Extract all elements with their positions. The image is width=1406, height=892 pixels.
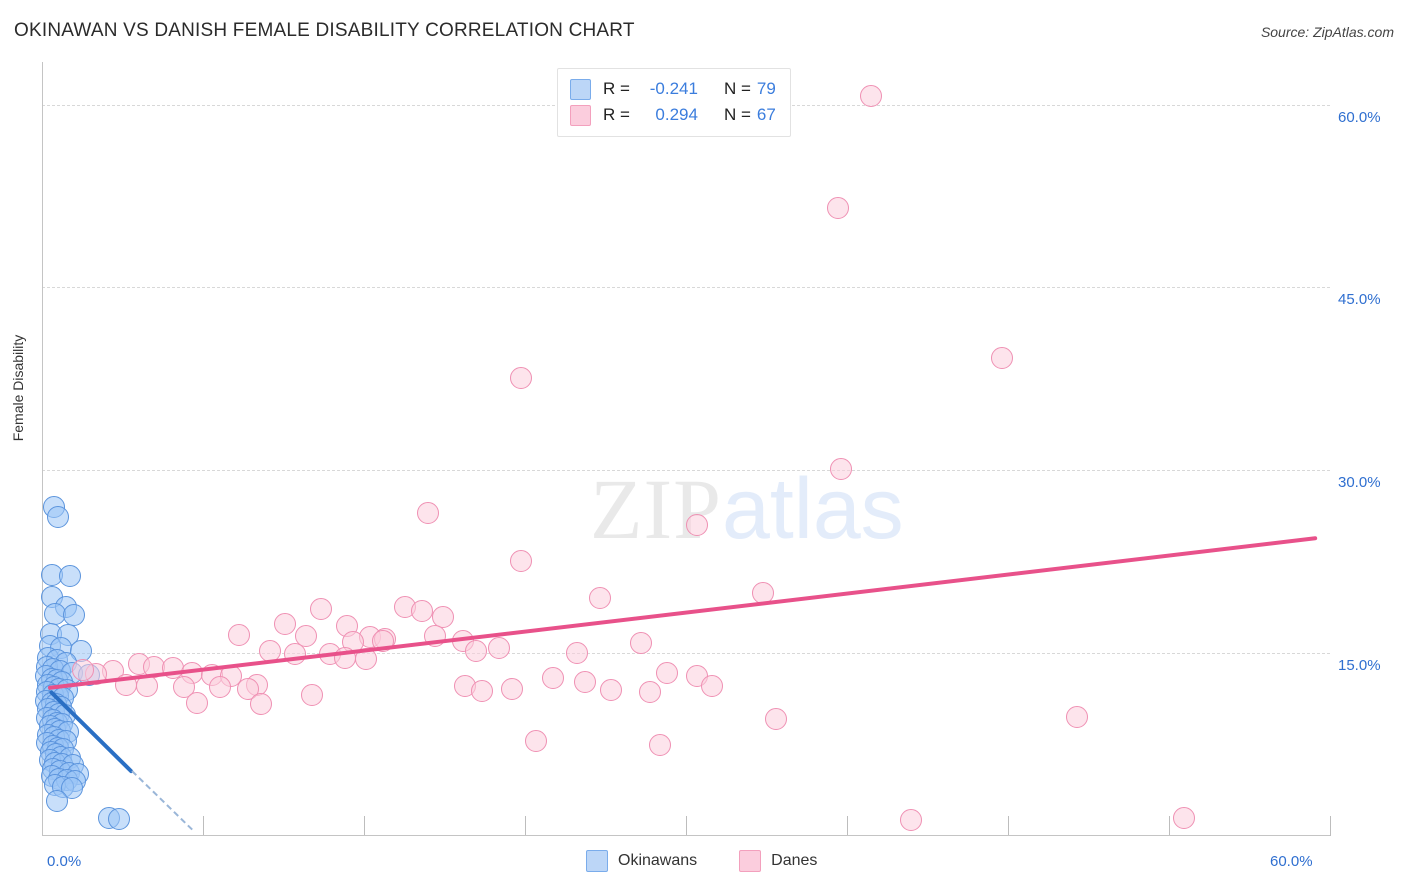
data-point[interactable] — [501, 677, 524, 700]
data-point[interactable] — [46, 789, 69, 812]
legend-label: Okinawans — [618, 852, 698, 869]
y-axis-title: Female Disability — [10, 334, 26, 442]
danes-trendline — [48, 536, 1318, 691]
okinawans-legend-swatch-icon — [586, 850, 608, 872]
series-legend: Okinawans Danes — [586, 850, 849, 872]
x-tick — [525, 816, 526, 836]
data-point[interactable] — [249, 693, 272, 716]
data-point[interactable] — [509, 366, 532, 389]
okinawans-swatch-icon — [570, 78, 591, 100]
x-tick — [203, 816, 204, 836]
n-label: N = — [723, 105, 751, 124]
data-point[interactable] — [700, 675, 723, 698]
data-point[interactable] — [589, 587, 612, 610]
data-point[interactable] — [1173, 806, 1196, 829]
data-point[interactable] — [827, 197, 850, 220]
data-point[interactable] — [410, 599, 433, 622]
data-point[interactable] — [61, 777, 84, 800]
watermark: ZIPatlas — [590, 466, 904, 552]
data-point[interactable] — [488, 637, 511, 660]
data-point[interactable] — [295, 625, 318, 648]
source-attribution: Source: ZipAtlas.com — [1260, 24, 1394, 40]
data-point[interactable] — [172, 676, 195, 699]
data-point[interactable] — [301, 683, 324, 706]
page-title: OKINAWAN VS DANISH FEMALE DISABILITY COR… — [14, 20, 635, 41]
legend-item-okinawans[interactable]: Okinawans — [586, 850, 697, 872]
data-point[interactable] — [859, 85, 882, 108]
data-point[interactable] — [638, 681, 661, 704]
legend-item-danes[interactable]: Danes — [739, 850, 817, 872]
x-axis-label: 0.0% — [47, 853, 82, 870]
correlation-legend-row: R = 0.294 N = 67 — [570, 102, 776, 128]
y-axis-line — [42, 62, 43, 836]
x-axis-label: 60.0% — [1270, 853, 1313, 870]
x-tick — [364, 816, 365, 836]
data-point[interactable] — [574, 671, 597, 694]
okinawans-trendline-extension — [131, 770, 193, 831]
watermark-atlas: atlas — [722, 461, 904, 557]
r-value: 0.294 — [655, 105, 698, 124]
data-point[interactable] — [108, 807, 131, 830]
n-label: N = — [723, 79, 751, 98]
correlation-legend: R = -0.241 N = 79 R = 0.294 N = 67 — [557, 68, 791, 137]
data-point[interactable] — [185, 692, 208, 715]
data-point[interactable] — [829, 458, 852, 481]
n-value: 79 — [756, 79, 776, 98]
x-tick — [1330, 816, 1331, 836]
x-tick — [1008, 816, 1009, 836]
r-value: -0.241 — [649, 79, 698, 98]
gridline — [42, 470, 1330, 472]
x-tick — [686, 816, 687, 836]
data-point[interactable] — [765, 707, 788, 730]
y-axis-label: 45.0% — [1338, 291, 1381, 309]
data-point[interactable] — [237, 677, 260, 700]
y-axis-label: 15.0% — [1338, 657, 1381, 675]
legend-label: Danes — [771, 852, 818, 869]
data-point[interactable] — [310, 598, 333, 621]
data-point[interactable] — [599, 678, 622, 701]
x-axis-line — [42, 835, 1330, 836]
danes-legend-swatch-icon — [739, 850, 762, 872]
data-point[interactable] — [209, 676, 232, 699]
data-point[interactable] — [629, 632, 652, 655]
data-point[interactable] — [1065, 705, 1088, 728]
data-point[interactable] — [464, 639, 487, 662]
data-point[interactable] — [541, 666, 564, 689]
danes-swatch-icon — [570, 104, 591, 126]
gridline — [42, 653, 1330, 655]
y-axis-label: 60.0% — [1338, 108, 1381, 126]
data-point[interactable] — [685, 514, 708, 537]
data-point[interactable] — [228, 623, 251, 646]
data-point[interactable] — [71, 659, 94, 682]
data-point[interactable] — [524, 729, 547, 752]
data-point[interactable] — [417, 501, 440, 524]
n-value: 67 — [756, 105, 776, 124]
data-point[interactable] — [273, 612, 296, 635]
data-point[interactable] — [565, 642, 588, 665]
data-point[interactable] — [47, 505, 70, 528]
data-point[interactable] — [58, 565, 81, 588]
data-point[interactable] — [649, 733, 672, 756]
data-point[interactable] — [432, 605, 455, 628]
data-point[interactable] — [509, 549, 532, 572]
gridline — [42, 287, 1330, 289]
y-axis-label: 30.0% — [1338, 474, 1381, 492]
r-label: R = — [603, 105, 630, 124]
r-label: R = — [603, 79, 630, 98]
data-point[interactable] — [284, 643, 307, 666]
data-point[interactable] — [990, 347, 1013, 370]
data-point[interactable] — [900, 809, 923, 832]
watermark-zip: ZIP — [590, 461, 722, 557]
correlation-legend-row: R = -0.241 N = 79 — [570, 76, 776, 102]
plot-area: ZIPatlas — [35, 62, 1331, 836]
x-tick — [1169, 816, 1170, 836]
data-point[interactable] — [655, 661, 678, 684]
data-point[interactable] — [471, 679, 494, 702]
x-tick — [847, 816, 848, 836]
